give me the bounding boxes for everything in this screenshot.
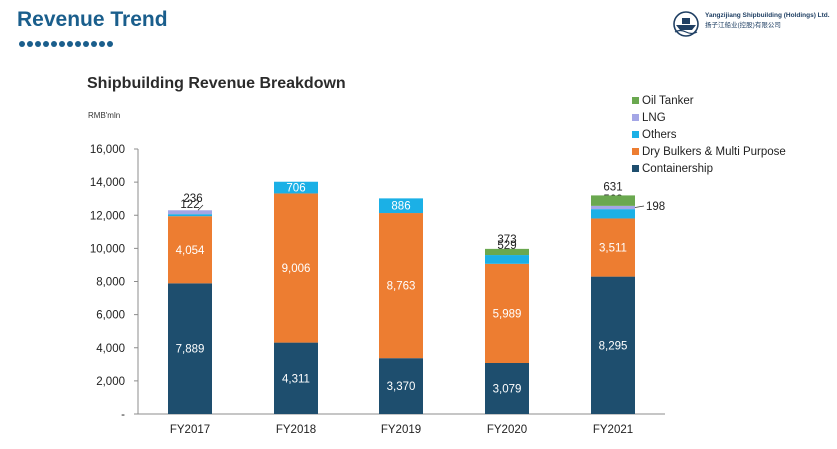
data-label: 886: [391, 201, 410, 213]
y-tick-label: -: [121, 409, 125, 421]
y-tick-label: 14,000: [90, 177, 125, 189]
company-logo: Yangzijiang Shipbuilding (Holdings) Ltd.…: [671, 11, 830, 37]
data-label: 3,370: [387, 381, 416, 393]
data-label: 198: [646, 201, 665, 213]
bar-segment: [591, 209, 635, 219]
data-label: 4,311: [282, 373, 310, 385]
bar-segment: [168, 210, 212, 215]
bar-segment: [591, 218, 635, 277]
data-label: 631: [603, 181, 622, 193]
title-dots-decoration: [19, 41, 113, 47]
leader-line: [197, 204, 204, 211]
logo-chinese-name: 扬子江船业(控股)有限公司: [705, 22, 781, 29]
legend-swatch: [632, 97, 639, 104]
bar-segment: [485, 363, 529, 414]
data-label: 706: [286, 183, 305, 195]
bar-segment: [168, 283, 212, 414]
y-tick-label: 10,000: [90, 243, 125, 255]
data-label: 7,889: [176, 344, 205, 356]
data-label: 9,006: [282, 263, 311, 275]
bar-segment: [274, 193, 318, 343]
bar-segment: [591, 205, 635, 210]
ship-logo-icon: [673, 11, 699, 37]
bar-segment: [485, 263, 529, 364]
bar-segment: [168, 216, 212, 284]
data-label: 8,763: [387, 281, 416, 293]
legend-entry: Others: [642, 129, 677, 141]
bar-segment: [379, 198, 423, 214]
bar-segment: [591, 195, 635, 206]
data-label: 373: [497, 234, 516, 246]
y-tick-label: 6,000: [96, 310, 125, 322]
legend-entry: Oil Tanker: [642, 95, 694, 107]
x-tick-label: FY2018: [276, 424, 316, 436]
legend-entry: LNG: [642, 112, 666, 124]
y-tick-label: 8,000: [96, 277, 125, 289]
page-title: Revenue Trend: [17, 8, 168, 31]
bar-segment: [485, 255, 529, 264]
data-label: 122: [180, 199, 199, 211]
legend-swatch: [632, 131, 639, 138]
legend-entry: Dry Bulkers & Multi Purpose: [642, 146, 786, 158]
bar-segment: [379, 213, 423, 359]
bar-segment: [274, 342, 318, 414]
y-tick-label: 4,000: [96, 343, 125, 355]
bar-segment: [485, 248, 529, 256]
data-label: 8,295: [599, 340, 628, 352]
bar-segment: [591, 276, 635, 414]
leader-line: [634, 205, 645, 208]
legend-entry: Containership: [642, 163, 713, 175]
chart-title: Shipbuilding Revenue Breakdown: [87, 75, 346, 92]
x-tick-label: FY2017: [170, 424, 210, 436]
x-tick-label: FY2019: [381, 424, 421, 436]
legend-swatch: [632, 165, 639, 172]
data-label: 3,079: [493, 384, 522, 396]
legend-swatch: [632, 148, 639, 155]
y-tick-label: 12,000: [90, 210, 125, 222]
bar-segment: [379, 358, 423, 414]
data-label: 5,989: [493, 308, 522, 320]
x-tick-label: FY2020: [487, 424, 527, 436]
x-tick-label: FY2021: [593, 424, 633, 436]
data-label: 4,054: [176, 245, 205, 257]
legend-swatch: [632, 114, 639, 121]
y-tick-label: 16,000: [90, 144, 125, 156]
y-unit-label: RMB'mln: [88, 111, 120, 120]
logo-english-name: Yangzijiang Shipbuilding (Holdings) Ltd.: [705, 12, 830, 19]
y-tick-label: 2,000: [96, 376, 125, 388]
bar-segment: [274, 181, 318, 194]
bar-segment: [168, 214, 212, 217]
data-label: 3,511: [599, 243, 627, 255]
data-label: 236: [183, 193, 202, 205]
